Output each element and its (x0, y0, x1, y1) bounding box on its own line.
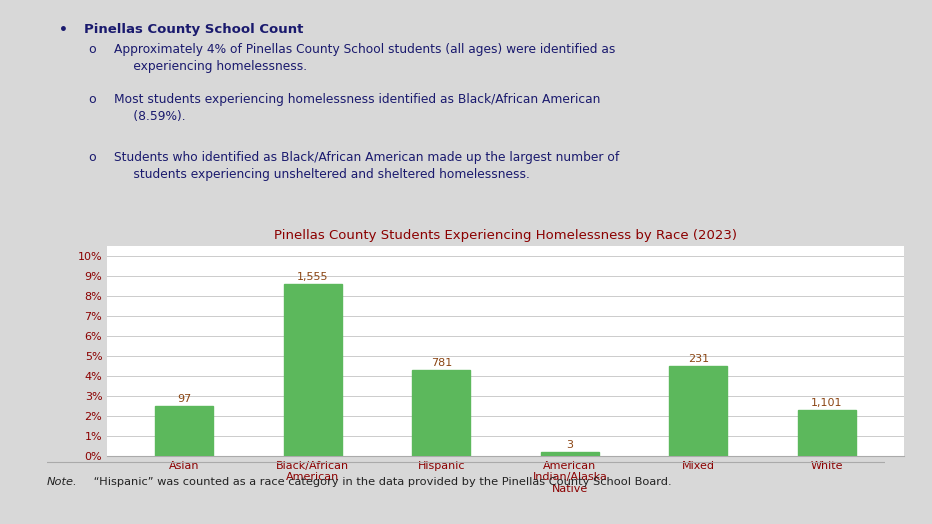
Text: 781: 781 (431, 358, 452, 368)
Text: Most students experiencing homelessness identified as Black/African American
   : Most students experiencing homelessness … (115, 93, 601, 123)
Bar (156, 406, 213, 456)
Text: 3: 3 (567, 440, 573, 450)
Text: o: o (89, 93, 96, 106)
Bar (284, 285, 342, 456)
Text: 1,101: 1,101 (811, 398, 843, 408)
Bar (798, 410, 856, 456)
Text: 231: 231 (688, 354, 709, 364)
Text: •: • (59, 23, 68, 37)
Text: 97: 97 (177, 394, 191, 403)
Text: Students who identified as Black/African American made up the largest number of
: Students who identified as Black/African… (115, 151, 620, 181)
Text: o: o (89, 43, 96, 56)
Text: 1,555: 1,555 (297, 272, 329, 282)
Bar (669, 366, 727, 456)
Text: o: o (89, 151, 96, 165)
Bar (541, 453, 598, 456)
Bar (413, 370, 471, 456)
Text: Note.: Note. (47, 477, 77, 487)
Text: “Hispanic” was counted as a race category in the data provided by the Pinellas C: “Hispanic” was counted as a race categor… (90, 477, 672, 487)
Title: Pinellas County Students Experiencing Homelessness by Race (2023): Pinellas County Students Experiencing Ho… (274, 230, 737, 242)
Text: Approximately 4% of Pinellas County School students (all ages) were identified a: Approximately 4% of Pinellas County Scho… (115, 43, 616, 73)
Text: Pinellas County School Count: Pinellas County School Count (85, 23, 304, 36)
